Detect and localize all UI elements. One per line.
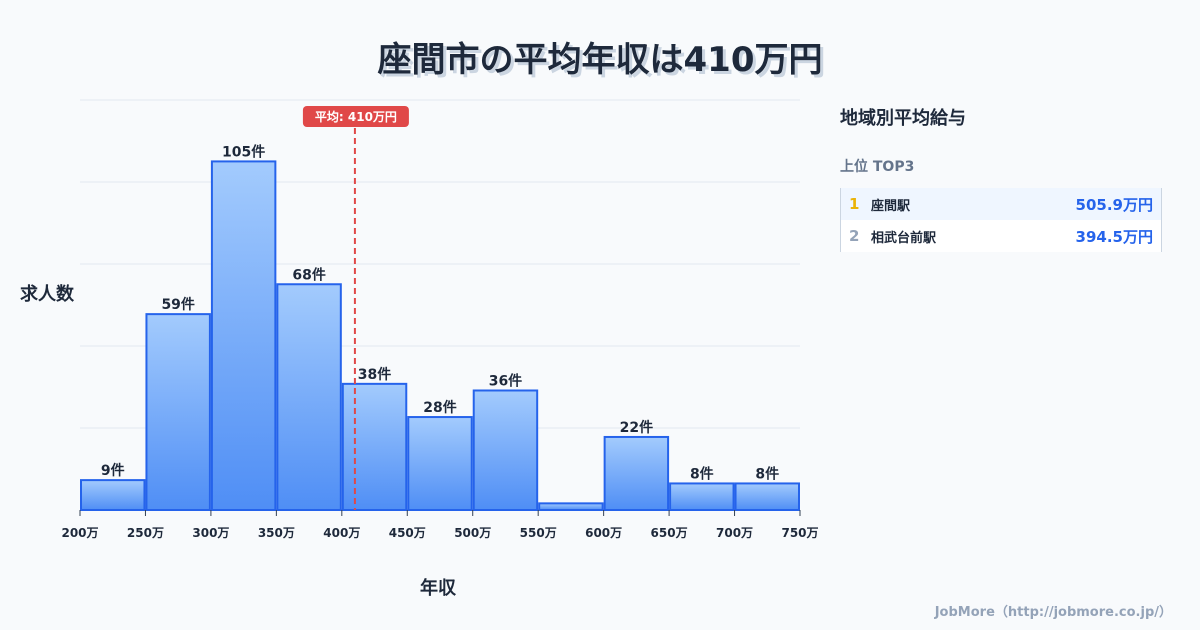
x-tick-label: 200万: [61, 526, 98, 540]
histogram-bar: [276, 283, 342, 511]
histogram-bar: [407, 416, 473, 511]
x-tick-label: 550万: [520, 526, 557, 540]
y-axis-label: 求人数: [20, 284, 74, 305]
station-name: 座間駅: [871, 198, 911, 214]
regional-salary-panel: 地域別平均給与 上位 TOP3 1 座間駅 505.9万円 2 相武台前駅 39…: [840, 104, 1162, 252]
panel-subheading: 上位 TOP3: [840, 159, 915, 175]
list-item: 1 座間駅 505.9万円: [841, 188, 1161, 220]
station-name: 相武台前駅: [871, 230, 937, 246]
x-tick-label: 350万: [258, 526, 295, 540]
histogram-bar: [210, 160, 277, 512]
salary-value: 505.9万円: [1075, 195, 1153, 214]
bar-data-label: 28件: [423, 399, 456, 416]
bar-data-label: 22件: [620, 419, 653, 436]
bar-data-label: 105件: [222, 143, 265, 160]
x-tick-label: 650万: [651, 526, 688, 540]
x-tick-label: 300万: [192, 526, 229, 540]
histogram-bar: [472, 389, 539, 512]
histogram-bar: [145, 313, 211, 511]
bar-data-label: 8件: [690, 465, 714, 482]
histogram-bar: [80, 479, 146, 512]
histogram-chart: 9件 59件 105件 68件 38件 28件 36件 22件 8件 8件 200万 250万 300万…: [61, 99, 819, 540]
x-tick-label: 250万: [127, 526, 164, 540]
bar-data-label: 8件: [755, 465, 779, 482]
histogram-bar: [603, 435, 670, 511]
x-tick-label: 600万: [585, 526, 622, 540]
rank-number: 1: [849, 195, 860, 213]
x-tick-label: 500万: [454, 526, 491, 540]
x-tick-label: 450万: [389, 526, 426, 540]
histogram-bar: [734, 482, 801, 511]
ranking-list: 1 座間駅 505.9万円 2 相武台前駅 394.5万円: [840, 188, 1162, 252]
page-title: 座間市の平均年収は410万円: [377, 40, 823, 80]
bar-data-label: 68件: [292, 266, 325, 283]
rank-number: 2: [849, 227, 860, 245]
histogram-bar: [669, 482, 735, 511]
x-tick-label: 750万: [781, 526, 818, 540]
list-item: 2 相武台前駅 394.5万円: [841, 220, 1161, 252]
bar-data-label: 36件: [489, 372, 522, 389]
bar-data-label: 9件: [101, 462, 125, 479]
x-axis-label: 年収: [420, 578, 456, 599]
bar-data-label: 38件: [358, 366, 391, 383]
histogram-bar: [341, 382, 408, 512]
bar-data-label: 59件: [161, 296, 194, 313]
x-tick-label: 400万: [323, 526, 360, 540]
mean-label-badge: [302, 106, 409, 127]
salary-value: 394.5万円: [1075, 227, 1153, 246]
mean-label: 平均: 410万円: [315, 109, 397, 124]
panel-heading: 地域別平均給与: [840, 108, 966, 129]
footer-credit: JobMore（http://jobmore.co.jp/）: [934, 605, 1172, 620]
x-tick-label: 700万: [716, 526, 753, 540]
histogram-bar: [538, 502, 604, 511]
